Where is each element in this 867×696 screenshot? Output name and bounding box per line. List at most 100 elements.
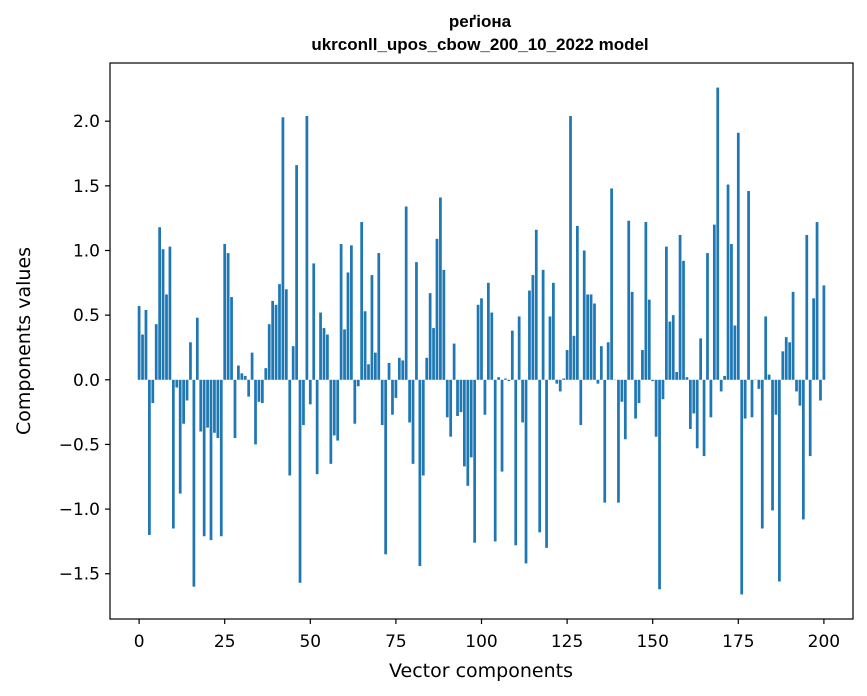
bar-121 xyxy=(552,282,555,380)
bar-108 xyxy=(507,379,511,382)
bar-41 xyxy=(278,284,281,380)
bar-147 xyxy=(641,350,644,380)
bar-191 xyxy=(791,291,795,380)
bar-100 xyxy=(480,298,483,380)
bar-70 xyxy=(377,253,381,380)
bar-67 xyxy=(367,364,370,380)
bar-188 xyxy=(781,351,785,380)
bar-162 xyxy=(692,379,696,414)
bar-165 xyxy=(702,379,706,457)
bar-120 xyxy=(548,316,552,380)
bar-24 xyxy=(219,379,223,537)
bar-167 xyxy=(709,379,713,418)
bar-1 xyxy=(141,334,144,380)
bar-106 xyxy=(500,379,504,472)
bar-187 xyxy=(778,379,781,582)
bar-155 xyxy=(668,321,672,380)
bar-195 xyxy=(805,234,809,380)
bar-160 xyxy=(685,377,689,380)
bar-32 xyxy=(247,379,251,397)
bar-78 xyxy=(404,206,408,380)
bar-99 xyxy=(476,304,480,380)
bar-98 xyxy=(473,379,477,543)
x-tick-label: 125 xyxy=(551,632,583,652)
plot-frame xyxy=(109,62,854,620)
bar-152 xyxy=(658,379,661,590)
bar-92 xyxy=(452,343,456,380)
bar-14 xyxy=(185,379,189,401)
bar-11 xyxy=(175,379,179,388)
bar-163 xyxy=(695,379,699,449)
bar-127 xyxy=(572,335,576,380)
bar-184 xyxy=(767,374,771,380)
bar-44 xyxy=(288,379,292,476)
bar-12 xyxy=(178,379,182,494)
bar-47 xyxy=(298,379,302,583)
bar-128 xyxy=(576,225,579,380)
bar-45 xyxy=(291,346,295,380)
bar-54 xyxy=(322,328,326,380)
bar-190 xyxy=(788,342,792,380)
bar-88 xyxy=(439,197,442,380)
y-tick-label: −1.0 xyxy=(59,500,100,520)
bar-29 xyxy=(237,365,240,380)
bar-48 xyxy=(302,379,305,426)
bar-27 xyxy=(230,297,233,380)
bar-42 xyxy=(281,117,285,380)
bar-157 xyxy=(675,372,679,380)
bar-179 xyxy=(750,379,754,418)
bar-189 xyxy=(784,337,788,380)
bar-55 xyxy=(326,334,329,380)
bar-33 xyxy=(250,352,254,380)
bar-126 xyxy=(569,116,572,380)
bar-38 xyxy=(267,324,271,380)
bar-144 xyxy=(630,291,634,380)
bar-172 xyxy=(726,184,730,380)
bar-185 xyxy=(771,379,774,511)
bar-74 xyxy=(391,379,394,415)
bar-87 xyxy=(435,238,439,380)
bar-51 xyxy=(312,263,316,380)
y-tick-label: −0.5 xyxy=(59,435,100,455)
y-axis-ticks: −1.5 −1.0 −0.5 0.0 0.5 1.0 1.5 2.0 xyxy=(59,112,110,585)
bar-117 xyxy=(538,379,542,533)
bar-178 xyxy=(747,191,750,380)
bar-109 xyxy=(510,330,514,380)
bar-112 xyxy=(521,379,524,423)
x-tick-label: 100 xyxy=(465,632,497,652)
bar-154 xyxy=(665,246,668,380)
bar-62 xyxy=(350,245,353,380)
x-tick-label: 25 xyxy=(214,632,236,652)
bar-91 xyxy=(449,379,453,437)
bar-129 xyxy=(579,379,583,426)
bar-151 xyxy=(654,379,658,437)
bar-72 xyxy=(384,379,387,555)
bar-199 xyxy=(819,379,822,401)
bar-123 xyxy=(558,379,562,392)
bar-26 xyxy=(226,253,230,380)
x-tick-label: 200 xyxy=(808,632,840,652)
bar-197 xyxy=(812,298,815,380)
bar-158 xyxy=(678,234,682,380)
bar-186 xyxy=(774,379,778,415)
bar-174 xyxy=(733,325,737,380)
bar-53 xyxy=(319,312,322,380)
bar-118 xyxy=(541,269,545,380)
bar-113 xyxy=(524,379,528,564)
bar-171 xyxy=(723,375,726,380)
bar-192 xyxy=(795,379,798,392)
bar-181 xyxy=(757,379,761,389)
bar-49 xyxy=(305,116,309,380)
bar-131 xyxy=(586,294,590,380)
bar-161 xyxy=(688,379,692,429)
chart-title: реґіона xyxy=(449,12,512,31)
y-axis-label: Components values xyxy=(13,247,35,435)
bar-145 xyxy=(634,379,637,419)
x-tick-label: 75 xyxy=(385,632,407,652)
bar-198 xyxy=(815,222,819,380)
bar-31 xyxy=(243,375,247,380)
bar-159 xyxy=(682,260,685,380)
bar-101 xyxy=(483,379,487,415)
bar-50 xyxy=(308,379,312,405)
